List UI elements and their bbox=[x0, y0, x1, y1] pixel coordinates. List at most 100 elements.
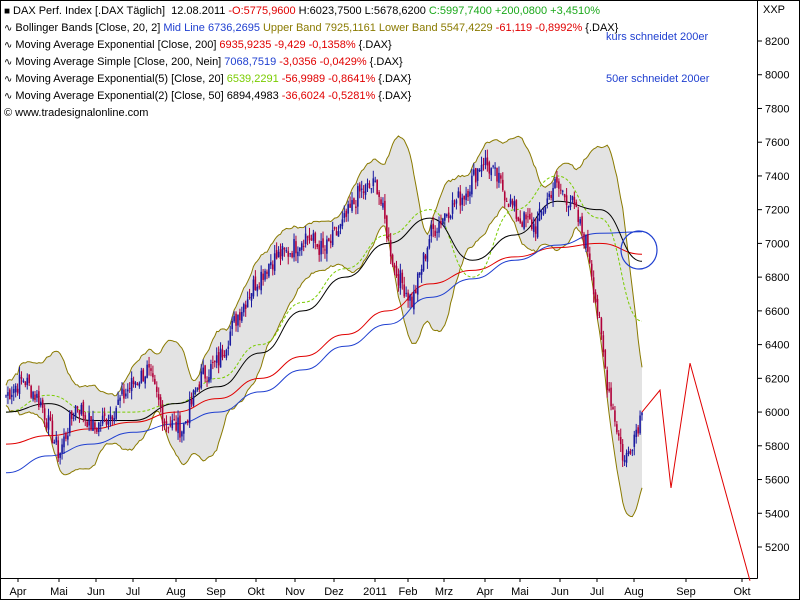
legend-ema20-name: Moving Average Exponential(5) [Close, 20… bbox=[15, 73, 224, 85]
candle-body bbox=[291, 252, 293, 258]
candle-body bbox=[565, 195, 568, 206]
candle-body bbox=[511, 200, 514, 206]
candle-body bbox=[463, 195, 465, 200]
candle-body bbox=[395, 266, 398, 276]
x-tick-label: Okt bbox=[247, 586, 264, 598]
candle-body bbox=[455, 200, 458, 204]
candle-body bbox=[5, 395, 7, 397]
candle-body bbox=[581, 216, 583, 234]
candle-body bbox=[366, 183, 369, 185]
candle-body bbox=[121, 388, 123, 395]
candle-body bbox=[252, 279, 255, 297]
candle-body bbox=[196, 387, 199, 390]
y-tick-label: 5600 bbox=[765, 475, 789, 487]
candle-body bbox=[63, 436, 65, 448]
candle-body bbox=[397, 274, 400, 286]
sma-200-line bbox=[5, 231, 643, 474]
candle-body bbox=[107, 421, 110, 425]
candle-body bbox=[335, 231, 338, 236]
candle-body bbox=[612, 407, 614, 409]
candle-body bbox=[7, 392, 9, 396]
candle-body bbox=[138, 382, 141, 387]
candle-body bbox=[88, 412, 90, 426]
legend-ema50-chg: -36,6024 bbox=[281, 90, 326, 102]
candle-body bbox=[61, 444, 63, 454]
candle-body bbox=[241, 311, 243, 321]
candle-body bbox=[190, 398, 193, 405]
candle-body bbox=[198, 384, 201, 389]
legend-dax-low: L:5678,6200 bbox=[364, 5, 426, 17]
candle-body bbox=[343, 213, 346, 218]
candle-body bbox=[177, 417, 179, 434]
candle-body bbox=[635, 429, 638, 438]
candle-body bbox=[215, 355, 218, 363]
candle-body bbox=[86, 421, 88, 428]
candle-body bbox=[333, 227, 336, 229]
candle-body bbox=[490, 168, 493, 176]
candle-body bbox=[76, 406, 79, 409]
candle-body bbox=[314, 232, 317, 243]
candle-body bbox=[484, 157, 487, 165]
candle-body bbox=[101, 415, 104, 424]
candle-body bbox=[65, 433, 67, 439]
candle-body bbox=[571, 195, 574, 200]
candle-body bbox=[49, 417, 52, 421]
candle-body bbox=[113, 417, 116, 422]
candle-body bbox=[538, 208, 541, 221]
square-marker-icon: ■ bbox=[4, 6, 11, 17]
candle-body bbox=[125, 393, 127, 397]
candle-body bbox=[227, 346, 230, 349]
candle-body bbox=[324, 249, 326, 251]
candle-body bbox=[480, 164, 483, 172]
candle-body bbox=[409, 294, 411, 301]
candle-body bbox=[161, 406, 164, 424]
legend-ema50-name: Moving Average Exponential(2) [Close, 50… bbox=[15, 90, 224, 102]
legend-bb-mid: Mid Line 6736,2695 bbox=[163, 22, 260, 34]
x-tick-label: Sep bbox=[676, 586, 696, 598]
legend-sma200-sym: {.DAX} bbox=[369, 56, 403, 68]
legend-ema50-sym: {.DAX} bbox=[378, 90, 412, 102]
candle-body bbox=[494, 167, 496, 169]
x-tick-label: Mai bbox=[511, 586, 529, 598]
candle-body bbox=[237, 315, 239, 326]
legend-row-ema50: ∿ Moving Average Exponential(2) [Close, 5… bbox=[4, 88, 621, 105]
candle-body bbox=[279, 249, 282, 260]
candle-body bbox=[362, 191, 365, 193]
candle-body bbox=[403, 284, 406, 297]
candle-body bbox=[202, 367, 204, 374]
candle-body bbox=[28, 374, 30, 384]
candle-body bbox=[360, 188, 363, 190]
candle-body bbox=[372, 178, 375, 187]
candle-body bbox=[111, 416, 114, 420]
candle-body bbox=[548, 193, 551, 197]
candle-body bbox=[115, 407, 117, 419]
x-tick-label: Nov bbox=[285, 586, 305, 598]
candle-body bbox=[442, 218, 444, 225]
legend-dax-open: -O:5775,9600 bbox=[228, 5, 296, 17]
candle-body bbox=[281, 246, 284, 257]
candle-body bbox=[445, 214, 448, 217]
candle-body bbox=[500, 175, 502, 179]
legend-ema20-sym: {.DAX} bbox=[378, 73, 412, 85]
legend-ema50-pct: -0,5281% bbox=[328, 90, 376, 102]
candle-body bbox=[436, 231, 438, 233]
candle-body bbox=[293, 238, 295, 258]
candle-body bbox=[401, 272, 404, 283]
legend-row-ema200: ∿ Moving Average Exponential [Close, 200]… bbox=[4, 37, 621, 54]
x-tick-label: 2011 bbox=[363, 586, 387, 598]
y-tick-label: 6400 bbox=[765, 340, 789, 352]
candle-body bbox=[229, 331, 232, 345]
candle-body bbox=[210, 364, 212, 380]
candle-body bbox=[422, 252, 425, 271]
legend-row-copyright: © www.tradesignalonline.com bbox=[4, 105, 621, 121]
y-tick-label: 7800 bbox=[765, 103, 789, 115]
legend-ema50-value: 6894,4983 bbox=[226, 90, 279, 102]
candle-body bbox=[18, 374, 21, 395]
candle-body bbox=[474, 168, 477, 183]
candle-body bbox=[386, 215, 388, 239]
candle-body bbox=[604, 350, 607, 368]
candle-body bbox=[411, 296, 413, 308]
candle-body bbox=[453, 203, 456, 205]
candle-body bbox=[594, 292, 597, 303]
candle-body bbox=[200, 371, 203, 388]
